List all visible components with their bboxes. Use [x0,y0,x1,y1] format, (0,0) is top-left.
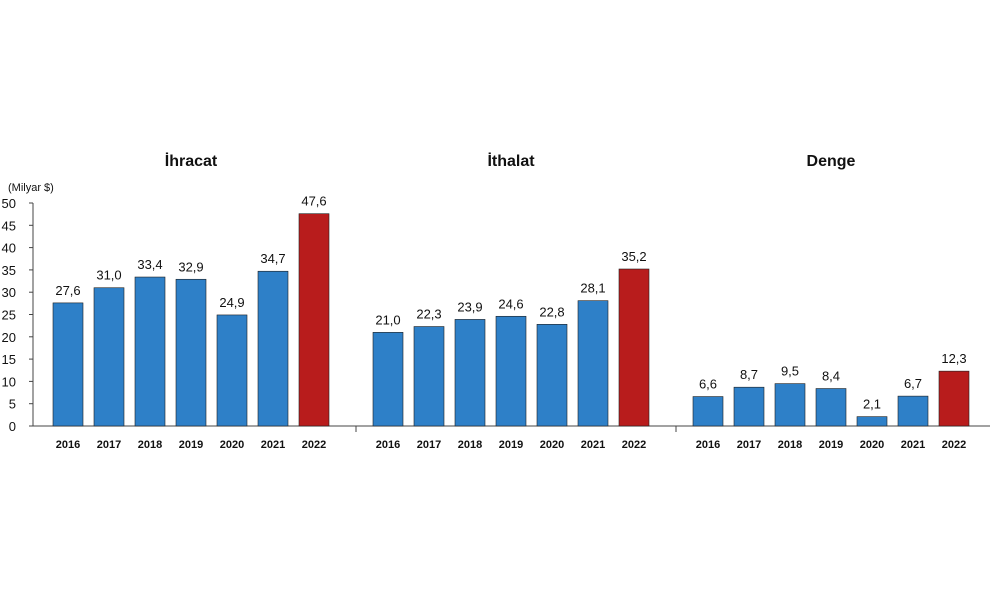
y-tick-label: 20 [2,330,16,345]
bar-value-label: 2,1 [863,397,881,412]
x-tick-label: 2019 [499,439,523,451]
bar-value-label: 6,6 [699,377,717,392]
x-tick-label: 2016 [696,439,720,451]
bar [372,332,404,427]
bar [815,388,847,427]
bar-value-label: 32,9 [178,259,203,274]
x-tick-label: 2021 [261,439,285,451]
y-tick-label: 45 [2,218,16,233]
bar [774,383,806,427]
x-tick-label: 2018 [778,439,802,451]
bar-value-label: 31,0 [96,268,121,283]
bar-value-label: 22,3 [416,307,441,322]
y-tick-label: 5 [9,397,16,412]
bar [257,270,289,427]
bar [897,395,929,427]
x-tick-label: 2017 [417,439,441,451]
bar-value-label: 27,6 [55,283,80,298]
panel-title: Denge [807,153,856,170]
y-tick-label: 0 [9,419,16,434]
x-tick-label: 2016 [376,439,400,451]
bar-value-label: 47,6 [301,194,326,209]
bar-value-label: 24,9 [219,295,244,310]
bar [618,268,650,427]
bar-value-label: 22,8 [539,304,564,319]
x-tick-label: 2021 [901,439,925,451]
bar-value-label: 23,9 [457,299,482,314]
panel-title: İhracat [165,152,218,170]
y-tick-label: 10 [2,374,16,389]
x-tick-label: 2022 [942,439,966,451]
y-tick-label: 15 [2,352,16,367]
y-tick-label: 50 [2,196,16,211]
y-tick-label: 35 [2,263,16,278]
bar [298,213,330,427]
bar [495,315,527,427]
bar [856,416,888,427]
bar-value-label: 28,1 [580,281,605,296]
y-axis-unit-label: (Milyar $) [8,182,54,194]
bar [413,326,445,427]
x-tick-label: 2020 [220,439,244,451]
x-tick-label: 2017 [97,439,121,451]
x-tick-label: 2022 [302,439,326,451]
x-tick-label: 2022 [622,439,646,451]
bar [175,278,207,427]
bar-value-label: 12,3 [941,351,966,366]
x-tick-label: 2020 [540,439,564,451]
x-tick-label: 2019 [819,439,843,451]
bar-value-label: 24,6 [498,296,523,311]
bar [733,386,765,427]
bar-value-label: 8,7 [740,367,758,382]
bar-value-label: 33,4 [137,257,162,272]
bar-value-label: 34,7 [260,251,285,266]
y-tick-label: 25 [2,308,16,323]
bar [577,300,609,427]
x-tick-label: 2020 [860,439,884,451]
bar-value-label: 21,0 [375,312,400,327]
bar [216,314,248,427]
bar [454,319,486,427]
bar [536,324,568,427]
x-tick-label: 2019 [179,439,203,451]
panel-title: İthalat [487,152,535,170]
bar [93,287,125,427]
bar-value-label: 9,5 [781,364,799,379]
x-tick-label: 2018 [138,439,162,451]
bar [134,276,166,427]
y-tick-label: 30 [2,285,16,300]
bar-value-label: 8,4 [822,369,840,384]
bar-value-label: 35,2 [621,249,646,264]
bar [52,302,84,427]
bar-value-label: 6,7 [904,376,922,391]
bar [692,396,724,427]
y-tick-label: 40 [2,241,16,256]
x-tick-label: 2017 [737,439,761,451]
x-tick-label: 2016 [56,439,80,451]
bar [938,370,970,427]
x-tick-label: 2021 [581,439,605,451]
x-tick-label: 2018 [458,439,482,451]
